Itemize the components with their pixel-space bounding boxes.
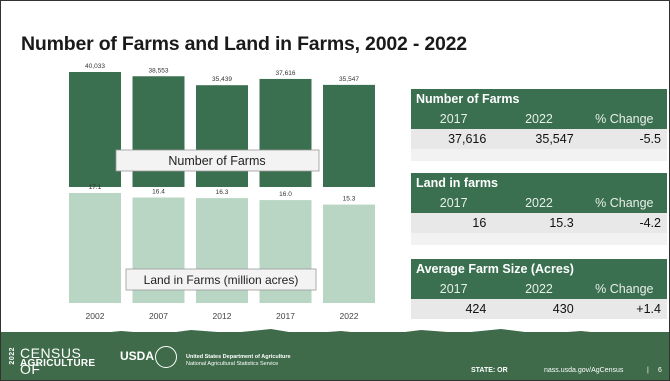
table-cell: 16 xyxy=(472,216,487,230)
x-tick-label: 2007 xyxy=(149,311,168,321)
data-label-land: 15.3 xyxy=(343,196,356,203)
agency-line2: National Agricultural Statistics Service xyxy=(186,361,279,367)
census-logo-line1: CENSUS OF xyxy=(20,345,82,377)
table-cell: 15.3 xyxy=(549,216,574,230)
census-logo-line2: AGRICULTURE xyxy=(20,358,96,369)
table-spacer xyxy=(411,233,667,245)
table-cell: -4.2 xyxy=(639,216,661,230)
table-title: Number of Farms xyxy=(411,89,667,109)
table-header: % Change xyxy=(595,196,654,210)
page-separator: | xyxy=(647,367,649,374)
census-logo-year: 2022 xyxy=(9,347,16,365)
x-tick-label: 2012 xyxy=(213,311,232,321)
table-cell: 430 xyxy=(552,302,574,316)
farms-chart: 40,033 17.1 2002 38,553 16.4 2007 35,439 16.3 20… xyxy=(69,63,375,321)
bar-land-in-farms xyxy=(69,193,121,303)
agency-line1: United States Department of Agriculture xyxy=(186,354,291,360)
table-land-in-farms: Land in farms 2017 2022 % Change 16 15.3… xyxy=(411,173,667,245)
table-header: % Change xyxy=(595,282,654,296)
table-average-farm-size: Average Farm Size (Acres) 2017 2022 % Ch… xyxy=(411,259,667,319)
bar-land-in-farms xyxy=(323,204,375,303)
table-header: % Change xyxy=(595,112,654,126)
torn-edge xyxy=(1,329,669,340)
table-cell: 35,547 xyxy=(535,132,574,146)
data-label-farms: 35,547 xyxy=(339,76,359,83)
table-cell: +1.4 xyxy=(636,302,661,316)
table-header: 2017 xyxy=(439,196,468,210)
page-number: 6 xyxy=(658,367,662,374)
table-header: 2022 xyxy=(525,282,553,296)
bar-number-of-farms xyxy=(323,84,375,187)
table-header: 2017 xyxy=(439,112,468,126)
nass-seal-icon xyxy=(155,346,177,368)
data-label-land: 16.4 xyxy=(152,189,165,196)
data-label-farms: 37,616 xyxy=(276,70,296,77)
table-title: Average Farm Size (Acres) xyxy=(411,259,667,279)
table-spacer xyxy=(411,149,667,161)
census-url[interactable]: nass.usda.gov/AgCensus xyxy=(544,367,624,374)
series-name-box xyxy=(125,268,317,291)
x-tick-label: 2017 xyxy=(276,311,295,321)
agency-name: United States Department of Agriculture … xyxy=(186,354,291,368)
table-number-of-farms: Number of Farms 2017 2022 % Change 37,61… xyxy=(411,89,667,161)
bar-number-of-farms xyxy=(69,72,121,187)
table-title: Land in farms xyxy=(411,173,667,193)
table-cell: 424 xyxy=(465,302,487,316)
series-name-box xyxy=(115,149,320,172)
data-label-land: 17.1 xyxy=(89,184,102,191)
data-label-farms: 40,033 xyxy=(85,63,105,70)
usda-logo: USDA xyxy=(120,349,155,363)
table-header: 2022 xyxy=(525,112,553,126)
data-label-farms: 38,553 xyxy=(149,67,169,74)
table-cell: -5.5 xyxy=(639,132,661,146)
slide-title: Number of Farms and Land in Farms, 2002 … xyxy=(21,33,467,55)
x-tick-label: 2022 xyxy=(340,311,359,321)
table-cell: 37,616 xyxy=(448,132,487,146)
data-label-land: 16.3 xyxy=(216,189,229,196)
state-label: STATE: OR xyxy=(471,367,508,374)
bar-number-of-farms xyxy=(196,85,248,187)
data-label-land: 16.0 xyxy=(279,191,292,198)
series-name-farms: Number of Farms xyxy=(168,154,265,168)
series-name-land: Land in Farms (million acres) xyxy=(144,273,299,287)
x-tick-label: 2002 xyxy=(86,311,105,321)
table-header: 2022 xyxy=(525,196,553,210)
data-label-farms: 35,439 xyxy=(212,76,232,83)
table-header: 2017 xyxy=(439,282,468,296)
footer-band xyxy=(1,329,669,380)
